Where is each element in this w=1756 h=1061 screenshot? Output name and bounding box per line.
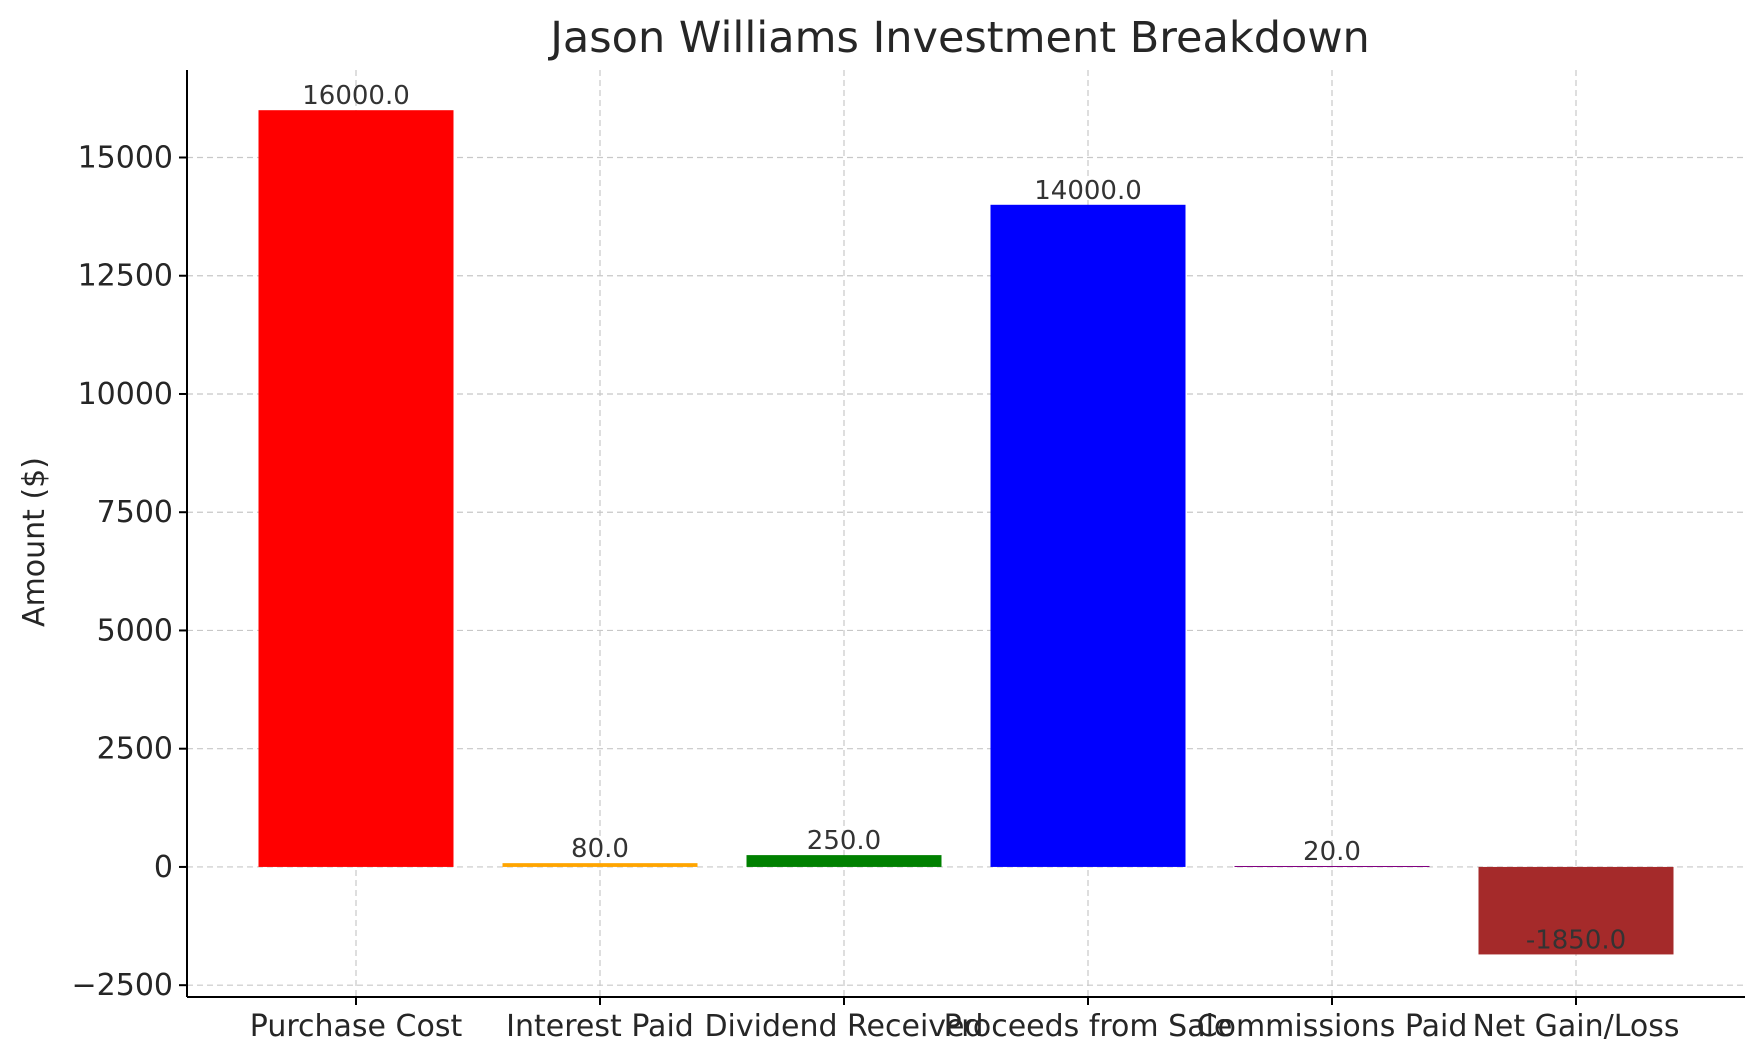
y-axis-label: Amount ($) — [17, 457, 52, 627]
y-tick-label: 5000 — [97, 613, 173, 648]
y-tick-label: 12500 — [78, 259, 173, 294]
data-label: 16000.0 — [302, 81, 410, 111]
axes — [186, 70, 1745, 998]
y-tick-label: 7500 — [97, 495, 173, 530]
x-ticks: Purchase Cost Interest Paid Dividend Recei… — [250, 997, 1680, 1044]
data-labels: 16000.0 80.0 250.0 14000.0 20.0 -1850.0 — [302, 81, 1626, 955]
data-label: 250.0 — [807, 826, 881, 856]
bar-5 — [1234, 865, 1430, 867]
y-tick-label: 0 — [154, 850, 173, 885]
y-tick-label: 15000 — [78, 140, 173, 175]
data-label: 80.0 — [571, 834, 629, 864]
x-tick-label: Interest Paid — [506, 1009, 694, 1044]
data-label: -1850.0 — [1526, 925, 1626, 955]
y-tick-label: 10000 — [78, 377, 173, 412]
x-tick-label: Dividend Received — [704, 1009, 983, 1044]
y-tick-label: −2500 — [72, 968, 173, 1003]
x-tick-label: Proceeds from Sale — [944, 1009, 1233, 1044]
chart-title: Jason Williams Investment Breakdown — [547, 13, 1370, 63]
bar-1 — [258, 110, 454, 867]
x-tick-label: Net Gain/Loss — [1472, 1009, 1679, 1044]
y-ticks: −2500 0 2500 5000 7500 10000 12500 15000 — [72, 140, 187, 1003]
y-tick-label: 2500 — [97, 732, 173, 767]
x-tick-label: Commissions Paid — [1197, 1009, 1468, 1044]
bar-2 — [502, 863, 698, 867]
x-tick-label: Purchase Cost — [250, 1009, 463, 1044]
bar-3 — [746, 855, 942, 867]
data-label: 20.0 — [1303, 837, 1361, 867]
data-label: 14000.0 — [1034, 176, 1142, 206]
bars — [258, 110, 1674, 955]
bar-6 — [1478, 866, 1674, 955]
bar-4 — [990, 204, 1186, 867]
